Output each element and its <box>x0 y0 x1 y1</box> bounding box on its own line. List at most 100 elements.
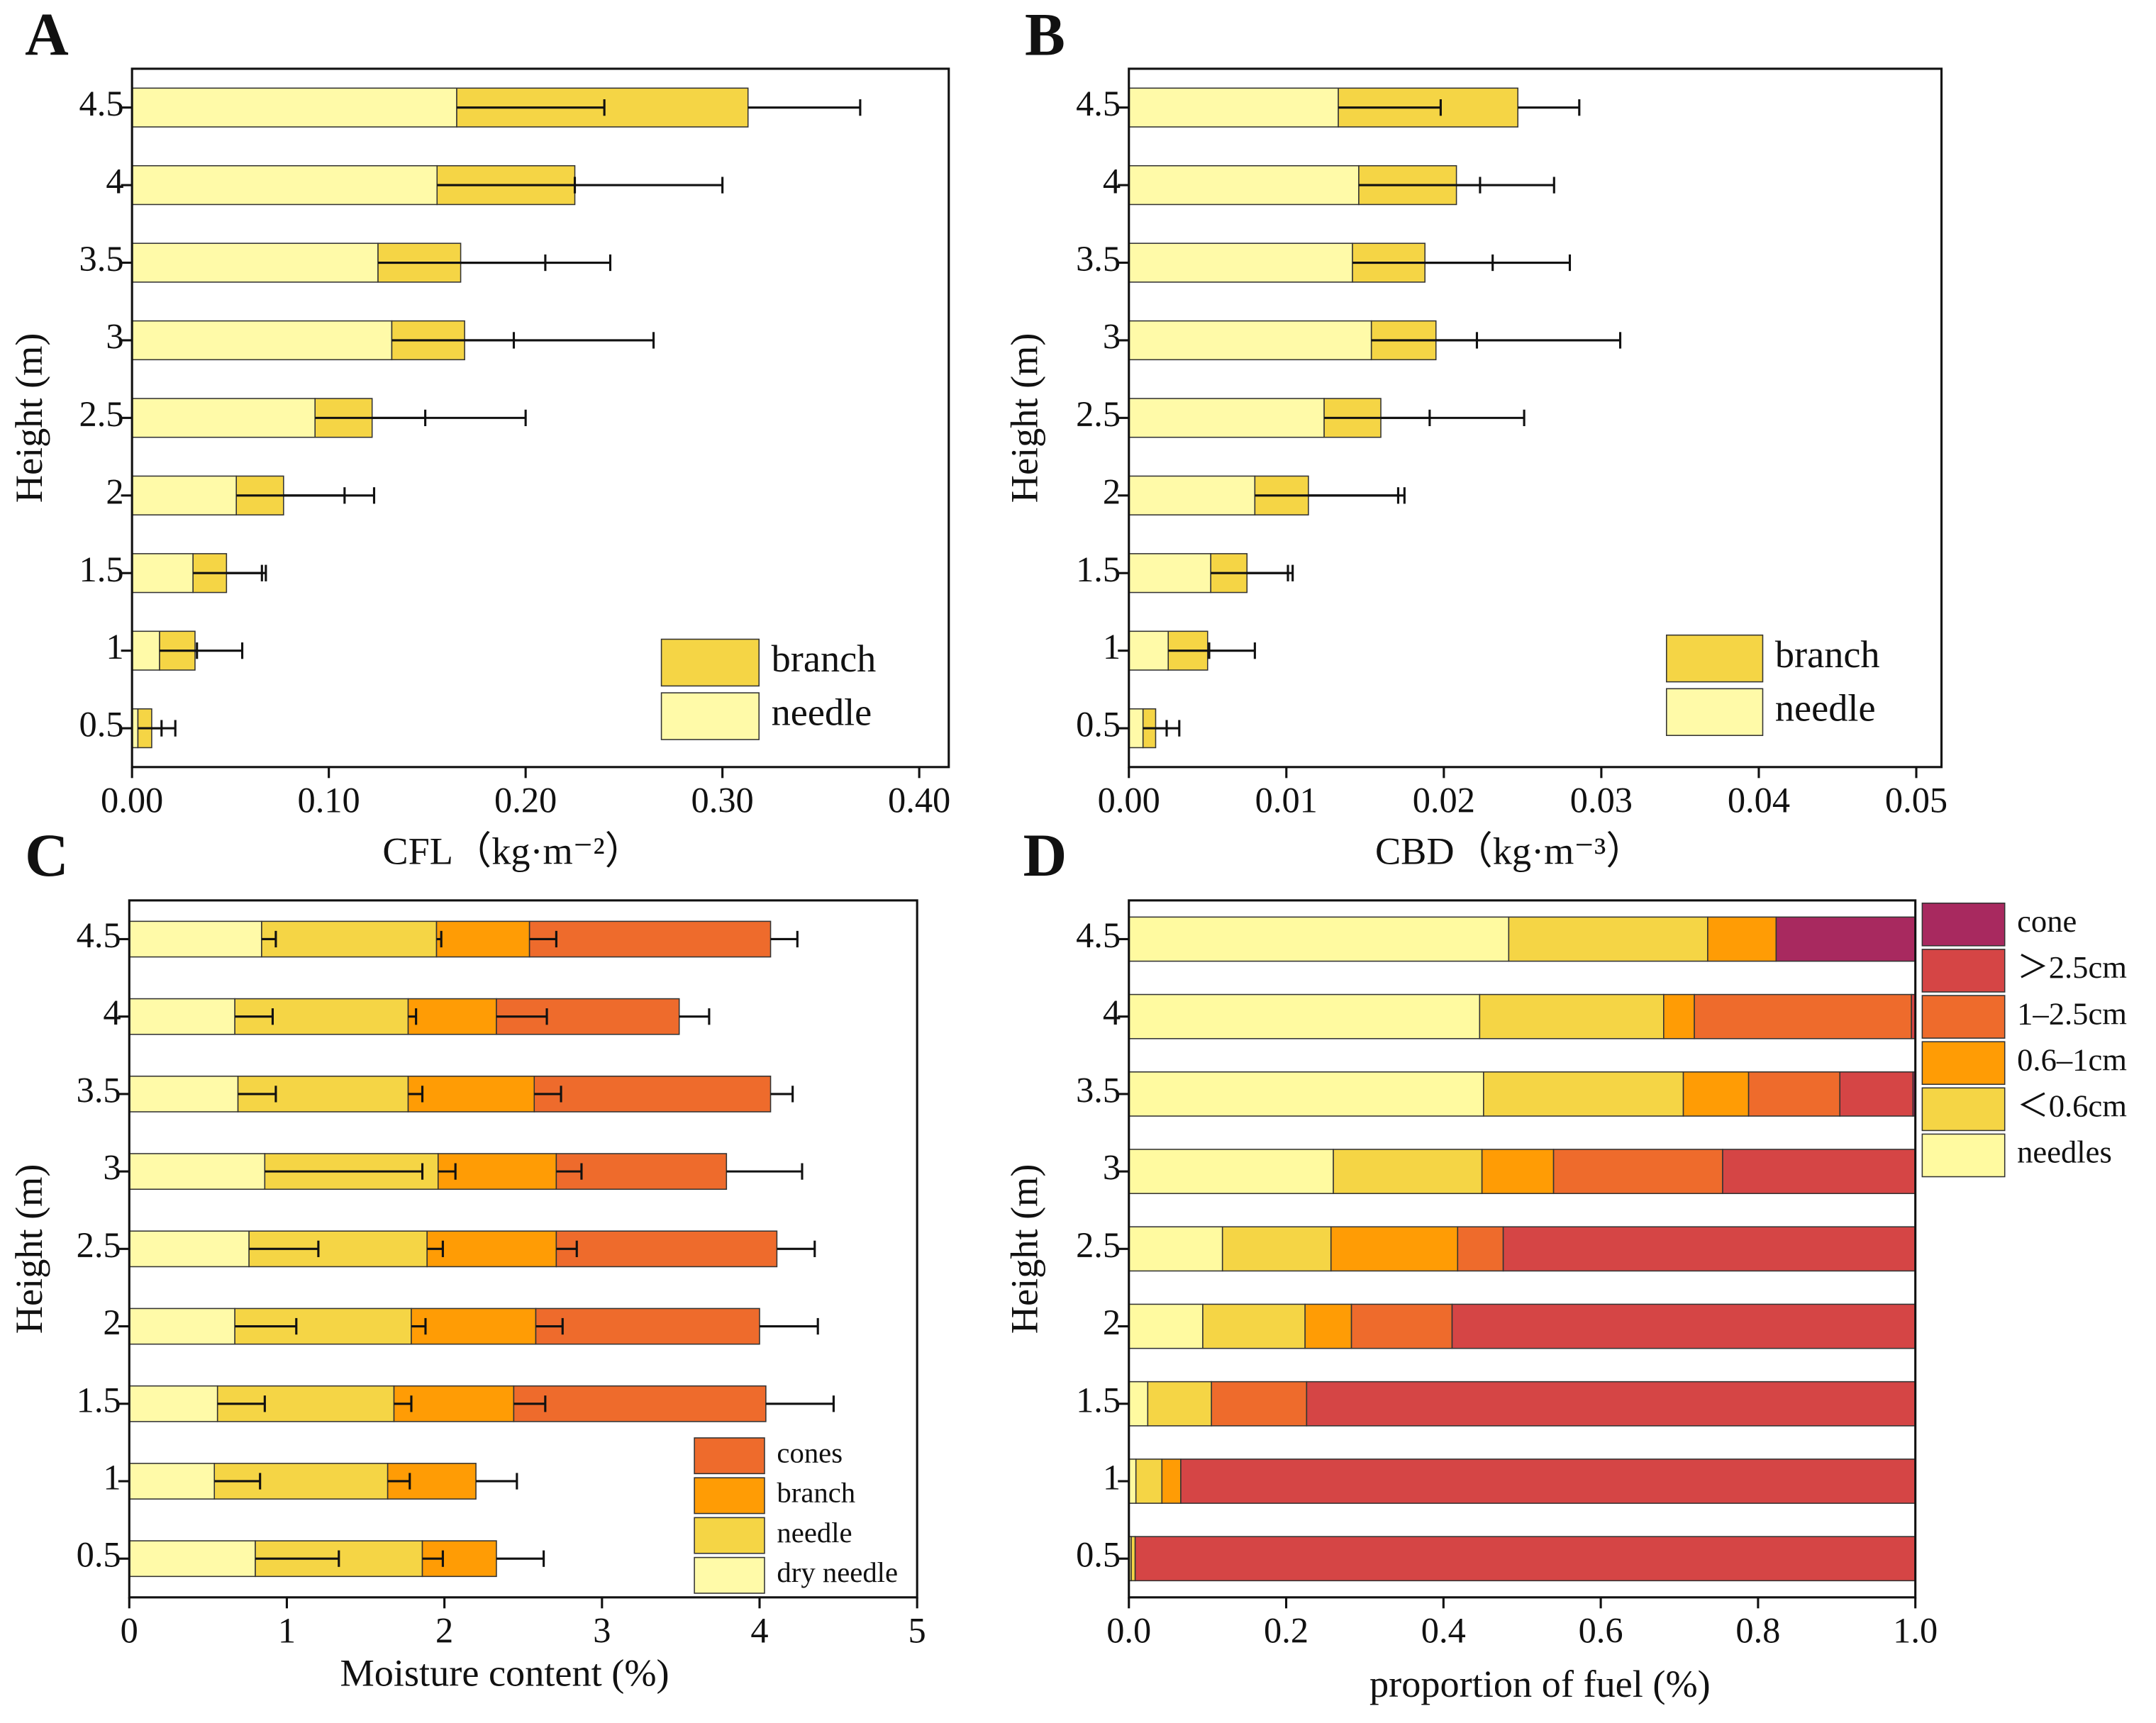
y-tick-label: 2.5 <box>77 1225 121 1265</box>
bar-segment <box>435 920 530 958</box>
y-tick-label: 4 <box>1103 993 1121 1032</box>
error-bar <box>261 930 277 948</box>
y-tick-label: 3.5 <box>79 239 124 279</box>
bar-segment <box>131 87 457 128</box>
y-axis-label: Height (m) <box>1004 1164 1046 1334</box>
error-bar <box>777 1240 816 1257</box>
x-tick-label: 0.40 <box>888 781 950 820</box>
y-tick-label: 2 <box>103 1303 121 1342</box>
error-bar <box>765 1395 835 1412</box>
x-tick-label: 0.01 <box>1255 781 1318 820</box>
y-tick-label: 4.5 <box>1076 84 1121 123</box>
bar-segment <box>128 1540 256 1578</box>
bar-segment <box>1508 916 1708 962</box>
bar-segment <box>1707 916 1777 962</box>
legend: branch needle <box>660 637 877 740</box>
y-tick-label: 0.5 <box>1076 1535 1121 1575</box>
legend-label: needles <box>2017 1134 2112 1170</box>
x-tick-label: 3 <box>593 1611 611 1651</box>
legend-swatch <box>1921 949 2006 993</box>
panel-letter: B <box>1025 2 1065 69</box>
bar-segment <box>1128 1149 1334 1195</box>
panel-letter: A <box>25 2 69 69</box>
error-bar <box>1308 487 1406 504</box>
bar-segment <box>1479 993 1665 1039</box>
y-tick-label: 1.5 <box>1076 1380 1121 1420</box>
x-tick-label: 0.10 <box>298 781 360 820</box>
error-bar <box>460 254 612 272</box>
y-tick-label: 2 <box>106 472 123 511</box>
y-tick-label: 1.5 <box>77 1380 121 1420</box>
y-tick-label: 4.5 <box>77 915 121 955</box>
legend-label: dry needle <box>777 1556 898 1588</box>
bar-segment <box>426 1230 557 1268</box>
error-bar <box>255 1550 340 1567</box>
y-tick-label: 3 <box>106 317 123 357</box>
x-axis-label: CBD（kg·m⁻³） <box>1375 830 1645 872</box>
error-bar <box>556 1163 583 1180</box>
bar-segment <box>1682 1071 1750 1117</box>
error-bar <box>535 1317 564 1335</box>
y-tick-label: 4 <box>106 162 123 201</box>
bar-segment <box>128 998 235 1035</box>
x-tick-label: 2 <box>435 1611 453 1651</box>
legend-label: needle <box>772 691 872 734</box>
error-bar <box>1338 99 1442 116</box>
y-tick-label: 2.5 <box>1076 1225 1121 1265</box>
error-bar <box>574 177 724 194</box>
legend-label: cones <box>777 1437 843 1468</box>
y-tick-label: 2.5 <box>79 394 124 434</box>
error-bar <box>217 1395 266 1412</box>
error-bar <box>679 1008 711 1025</box>
bar-segment <box>128 1307 235 1345</box>
y-tick-label: 4 <box>1103 162 1121 201</box>
bar-segment <box>1747 1071 1841 1117</box>
bar-segment <box>1330 1226 1459 1272</box>
bar-segment <box>1128 1303 1204 1349</box>
bar-segment <box>128 1463 216 1500</box>
bar-segment <box>131 475 238 515</box>
error-bar <box>465 332 655 349</box>
bar-segment <box>1775 916 1916 962</box>
y-tick-label: 2.5 <box>1076 394 1121 434</box>
x-tick-label: 0.6 <box>1579 1611 1623 1651</box>
y-tick-label: 2 <box>1103 1303 1121 1342</box>
legend-swatch <box>694 1556 765 1594</box>
error-bar <box>457 99 606 116</box>
error-bar <box>238 1086 277 1103</box>
bar-segment <box>1128 87 1339 128</box>
error-bar <box>529 930 557 948</box>
legend-label: 0.6–1cm <box>2017 1042 2127 1077</box>
legend-swatch <box>1665 634 1764 683</box>
y-tick-label: 1 <box>106 627 123 667</box>
bar-segment <box>1350 1303 1453 1349</box>
bar-segment <box>1128 916 1510 962</box>
bar-segment <box>1839 1071 1914 1117</box>
bar-segment <box>1147 1381 1212 1427</box>
bar-segment <box>261 920 438 958</box>
error-bar <box>759 1317 819 1335</box>
bar-segment <box>1202 1303 1306 1349</box>
y-tick-label: 1 <box>1103 627 1121 667</box>
error-bar <box>726 1163 804 1180</box>
error-bar <box>235 1317 298 1335</box>
bar-segment <box>131 630 160 671</box>
error-bar <box>1207 642 1256 659</box>
y-tick-label: 3 <box>1103 1148 1121 1188</box>
legend-swatch <box>694 1477 765 1515</box>
bar-segment <box>1128 475 1256 515</box>
y-tick-label: 1.5 <box>1076 550 1121 589</box>
error-bar <box>427 1240 444 1257</box>
legend-label: branch <box>772 637 877 680</box>
x-tick-label: 0.02 <box>1413 781 1475 820</box>
bar-segment <box>131 553 194 593</box>
bar-segment <box>1451 1303 1916 1349</box>
bar-segment <box>407 1076 535 1113</box>
legend-swatch <box>1921 1041 2006 1086</box>
legend-label: ＜0.6cm <box>2017 1088 2127 1124</box>
y-tick-label: 3.5 <box>1076 239 1121 279</box>
bar-segment <box>1128 398 1325 438</box>
bar-segment <box>1304 1303 1352 1349</box>
bar-segment <box>407 998 497 1035</box>
legend-swatch <box>694 1517 765 1554</box>
